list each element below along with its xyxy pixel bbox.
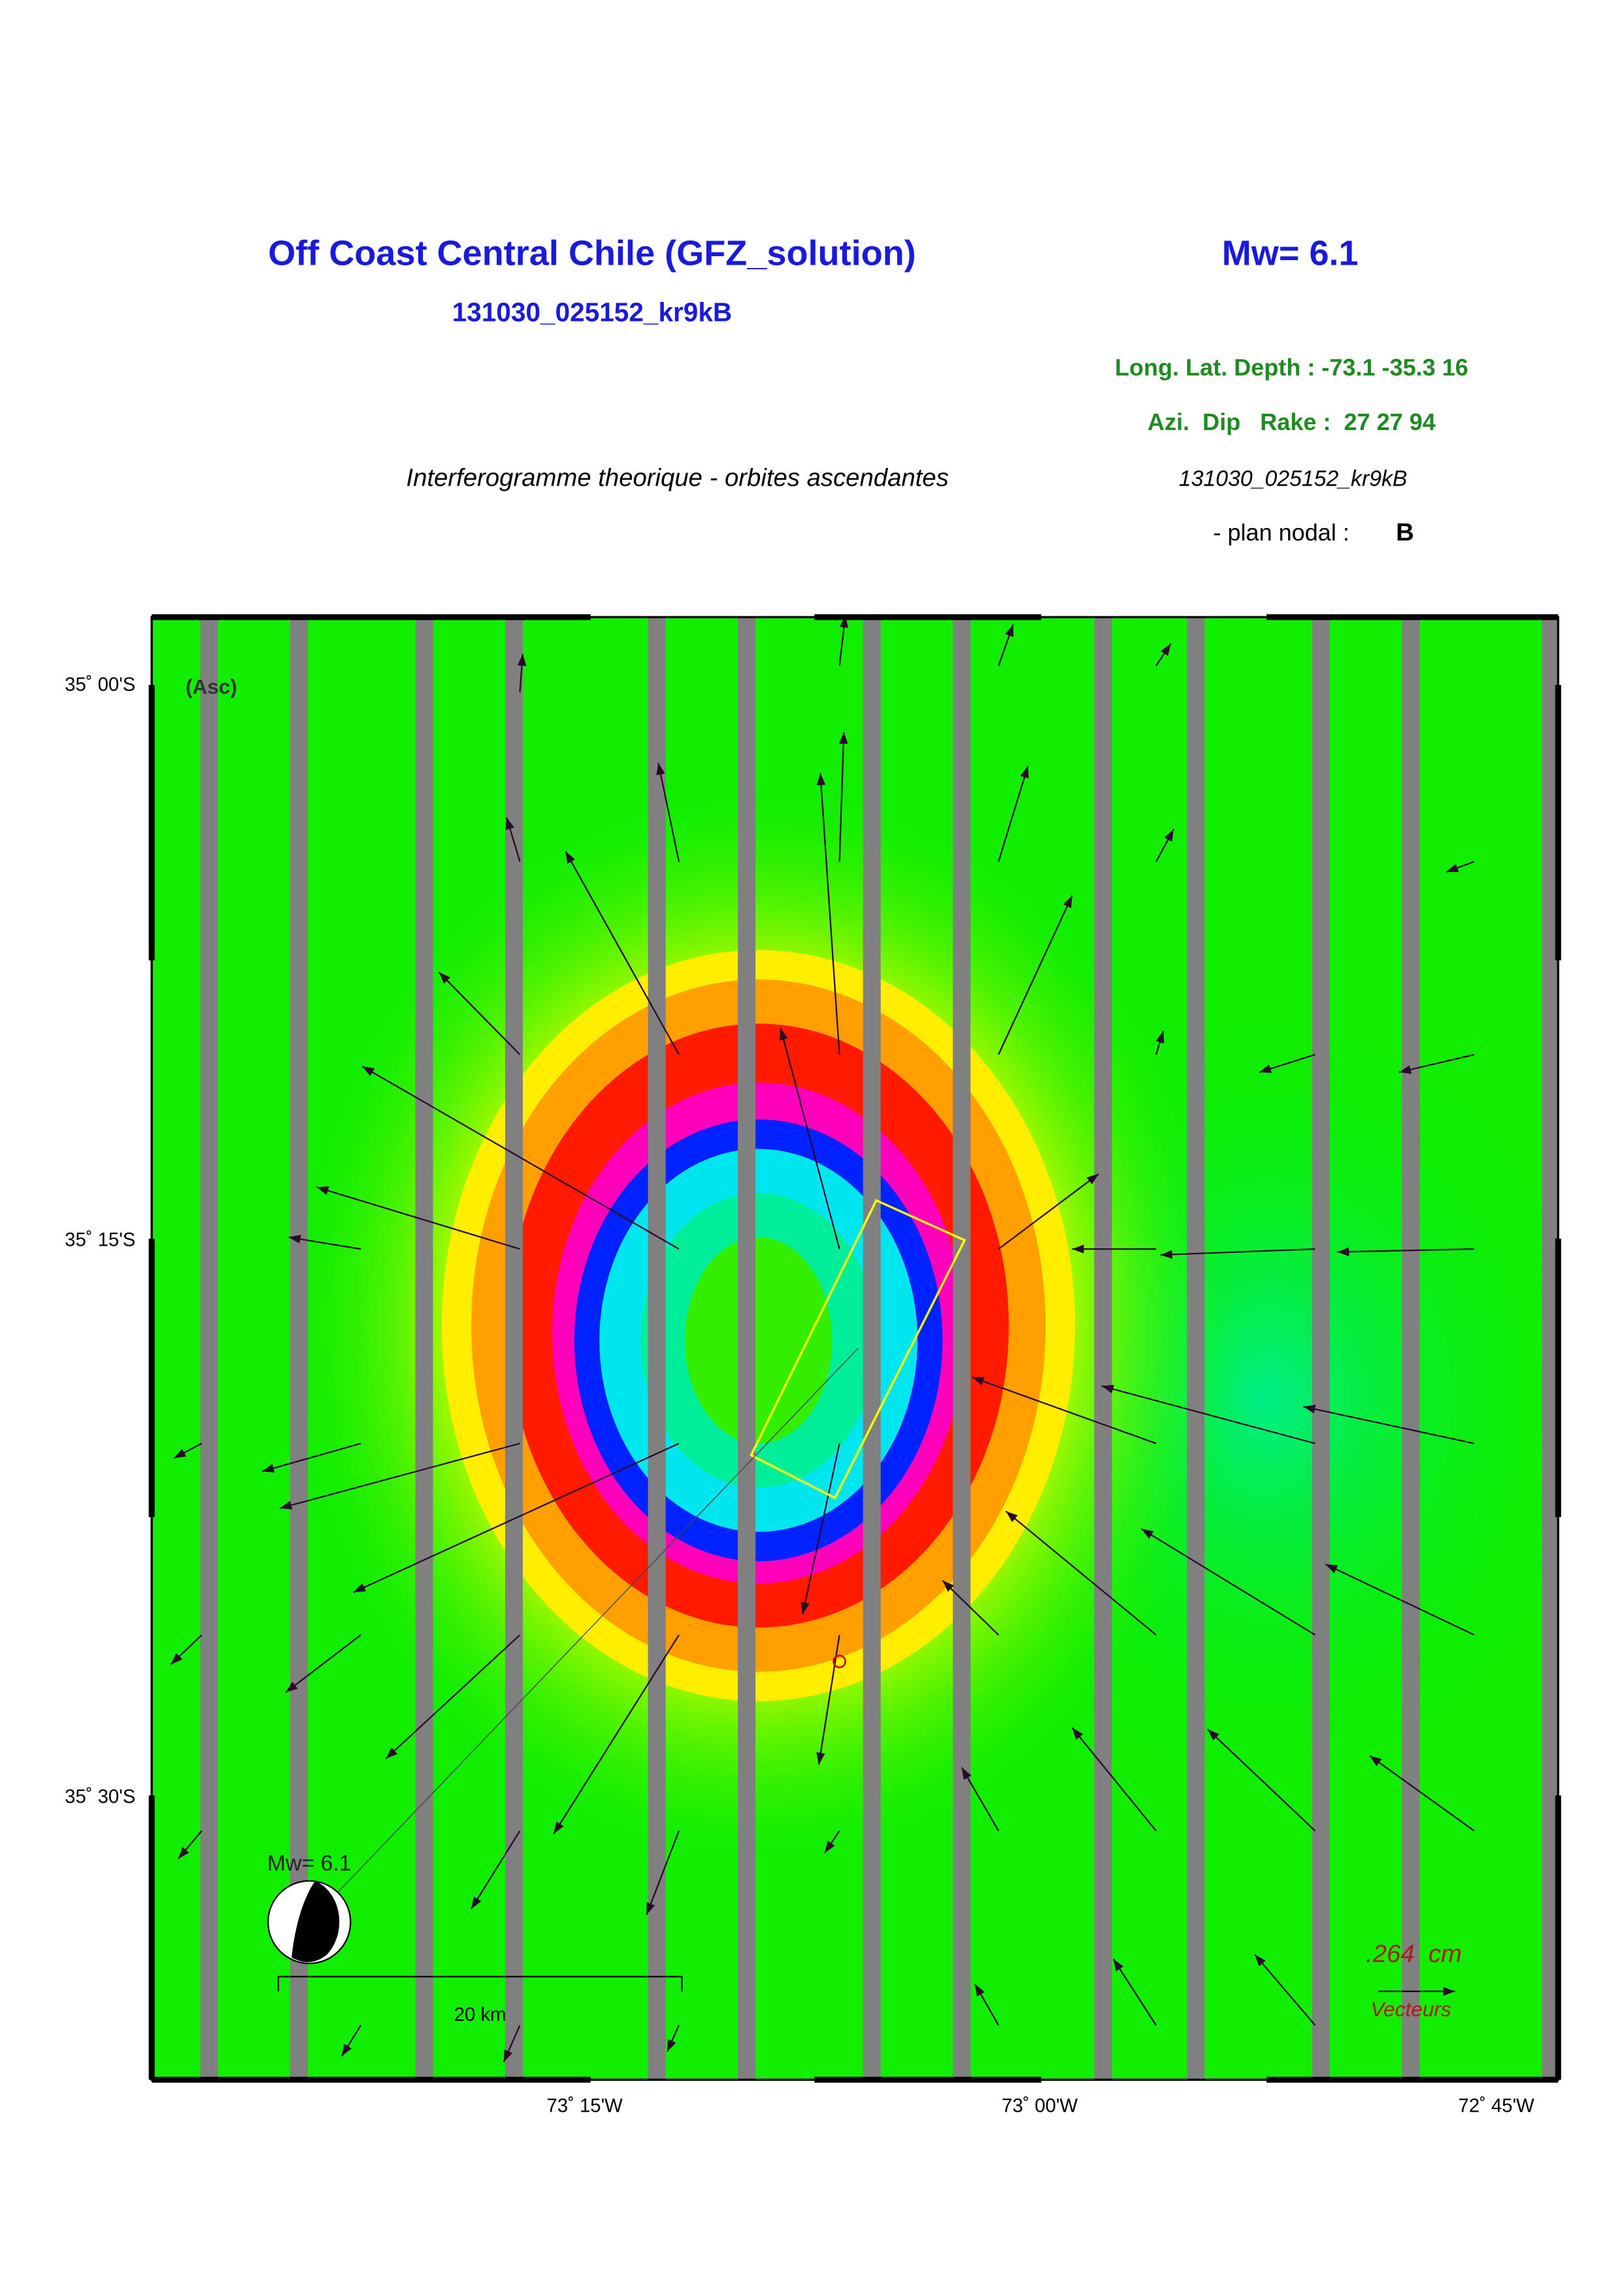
lon-label: 73˚ 15'W [547, 2095, 623, 2117]
lat-label: 35˚ 15'S [65, 1229, 135, 1251]
vector-scale: .264 cm [1366, 1940, 1462, 1968]
location: Long. Lat. Depth : -73.1 -35.3 16 [1115, 354, 1468, 381]
title: Off Coast Central Chile (GFZ_solution) [268, 234, 916, 273]
lat-label: 35˚ 00'S [65, 674, 135, 695]
mechanism: Azi. Dip Rake : 27 27 94 [1148, 408, 1436, 435]
map-frame [148, 614, 1561, 2083]
lat-label: 35˚ 30'S [65, 1786, 135, 1807]
scale-bar: 20 km [277, 1976, 683, 2025]
lon-label: 72˚ 45'W [1459, 2095, 1535, 2117]
magnitude: Mw= 6.1 [1222, 234, 1359, 273]
orbit-label: (Asc) [186, 674, 237, 698]
lon-label: 73˚ 00'W [1002, 2095, 1078, 2117]
event-id-italic: 131030_025152_kr9kB [1179, 467, 1408, 491]
vector-label: Vecteurs [1370, 1997, 1451, 2021]
inset-magnitude: Mw= 6.1 [267, 1851, 352, 1876]
nodal-plane: B [1396, 518, 1414, 546]
interferogram [152, 617, 1559, 2080]
nodal-plane-label: - plan nodal : [1213, 519, 1349, 546]
focal-mechanism: Mw= 6.1 [267, 1851, 352, 1965]
vectors [170, 617, 1475, 2063]
subtitle: Interferogramme theorique - orbites asce… [406, 464, 949, 492]
scale-label: 20 km [454, 2004, 506, 2025]
event-id: 131030_025152_kr9kB [452, 297, 732, 327]
